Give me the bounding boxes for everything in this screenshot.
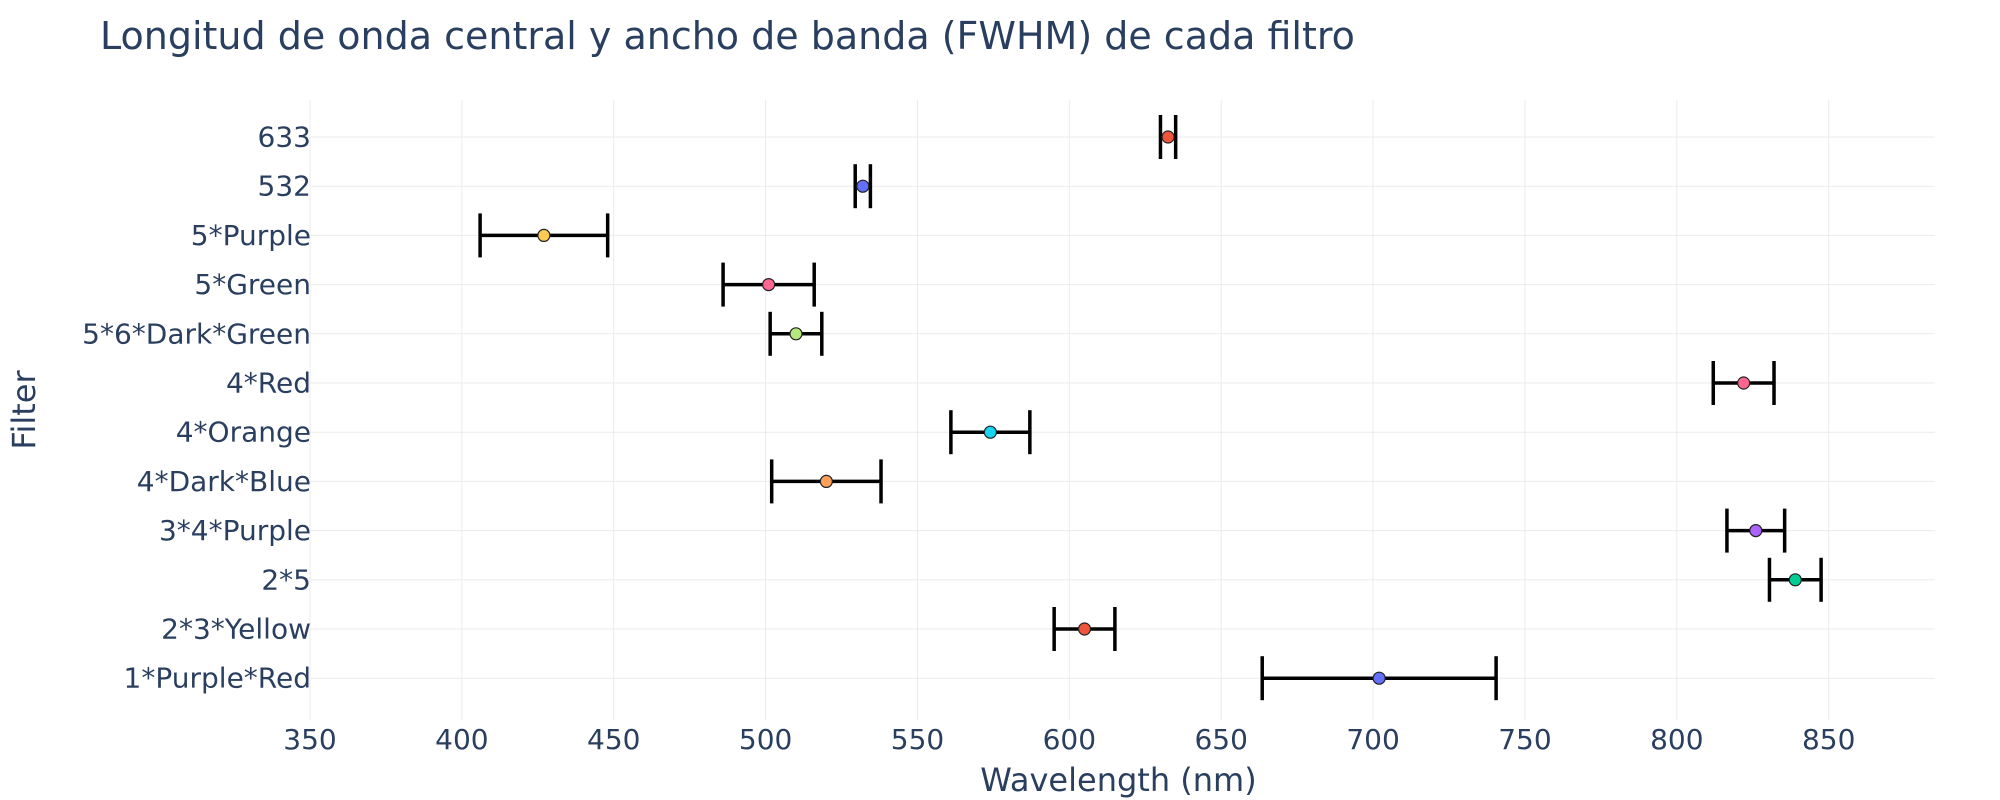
data-point-1 [856,179,870,193]
x-tick-label: 400 [435,723,488,756]
data-point-2 [537,228,551,242]
y-tick-label: 1*Purple*Red [124,662,311,695]
y-tick-label: 4*Red [226,367,311,400]
x-tick-label: 850 [1802,723,1855,756]
data-point-9 [1788,573,1802,587]
y-axis-title: Filter [5,370,43,450]
data-point-3 [762,278,776,292]
y-tick-label: 5*6*Dark*Green [82,317,311,350]
y-tick-label: 5*Purple [191,219,311,252]
y-tick-label: 633 [258,121,311,154]
data-point-11 [1372,671,1386,685]
y-tick-label: 2*5 [261,563,311,596]
y-tick-label: 532 [258,170,311,203]
data-point-7 [819,474,833,488]
x-axis-ticks: 350 400 450 500 550 600 650 700 750 800 850 [283,723,1855,756]
data-point-5 [1737,376,1751,390]
x-tick-label: 650 [1194,723,1247,756]
data-point-10 [1077,622,1092,636]
x-tick-label: 500 [739,723,792,756]
x-tick-label: 750 [1498,723,1551,756]
error-bars [478,115,1823,701]
data-point-6 [983,425,997,439]
data-point-4 [789,327,803,341]
x-tick-label: 550 [891,723,944,756]
data-point-0 [1161,130,1175,144]
chart-title: Longitud de onda central y ancho de band… [100,14,1355,58]
y-tick-label: 3*4*Purple [159,514,311,547]
y-tick-label: 2*3*Yellow [161,613,311,646]
x-tick-label: 700 [1346,723,1399,756]
x-tick-label: 350 [283,723,336,756]
x-tick-label: 450 [587,723,640,756]
y-tick-label: 5*Green [194,268,311,301]
y-tick-label: 4*Dark*Blue [137,465,311,498]
x-tick-label: 600 [1043,723,1096,756]
x-tick-label: 800 [1650,723,1703,756]
y-axis-ticks: 633 532 5*Purple 5*Green 5*6*Dark*Green 4*Red… [82,121,311,695]
x-axis-title: Wavelength (nm) [980,761,1256,799]
data-point-8 [1749,523,1763,538]
data-points [537,130,1802,685]
y-tick-label: 4*Orange [176,416,311,449]
gridlines [309,100,1935,720]
